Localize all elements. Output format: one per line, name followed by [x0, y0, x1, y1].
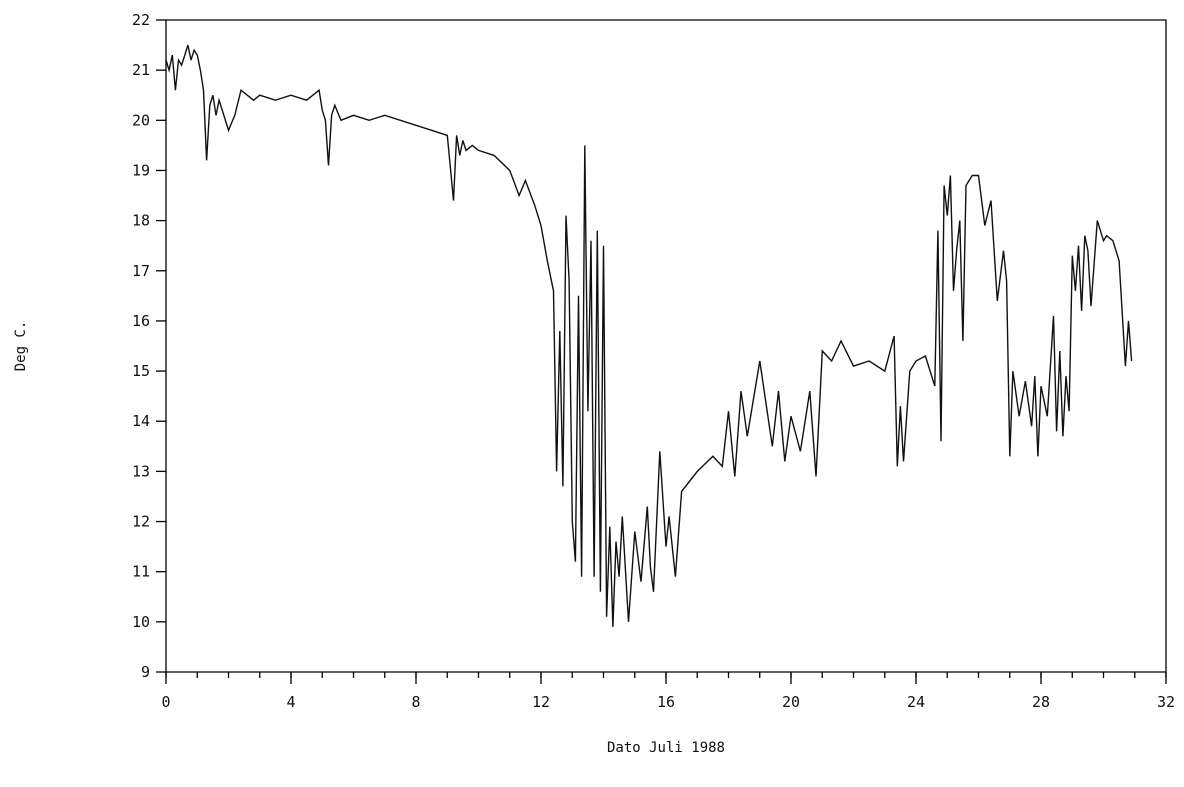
x-tick-label: 12 [532, 693, 550, 711]
y-tick-label: 22 [132, 11, 150, 29]
x-tick-label: 28 [1032, 693, 1050, 711]
y-tick-label: 14 [132, 412, 150, 430]
x-axis-label: Dato Juli 1988 [607, 740, 725, 756]
y-tick-label: 18 [132, 212, 150, 230]
axis-ticks [156, 19, 1167, 684]
x-tick-label: 24 [907, 693, 925, 711]
y-tick-label: 12 [132, 513, 150, 531]
y-tick-label: 19 [132, 161, 150, 179]
x-tick-label: 32 [1157, 693, 1175, 711]
tick-labels: 9 10 11 12 13 14 15 16 17 18 19 20 21 22 0 4 8 12 16 20 24 28… [132, 11, 1175, 711]
x-tick-label: 8 [411, 693, 420, 711]
temperature-series-line [165, 44, 1133, 627]
y-axis-label: Deg C. [13, 321, 29, 372]
plot-frame [165, 19, 1167, 673]
y-tick-label: 11 [132, 563, 150, 581]
y-tick-label: 17 [132, 262, 150, 280]
y-tick-label: 13 [132, 462, 150, 480]
y-tick-label: 9 [141, 663, 150, 681]
y-tick-label: 21 [132, 61, 150, 79]
x-tick-label: 20 [782, 693, 800, 711]
y-tick-label: 20 [132, 111, 150, 129]
x-tick-label: 4 [286, 693, 295, 711]
y-tick-label: 16 [132, 312, 150, 330]
x-tick-label: 0 [161, 693, 170, 711]
x-tick-label: 16 [657, 693, 675, 711]
y-tick-label: 15 [132, 362, 150, 380]
y-tick-label: 10 [132, 613, 150, 631]
